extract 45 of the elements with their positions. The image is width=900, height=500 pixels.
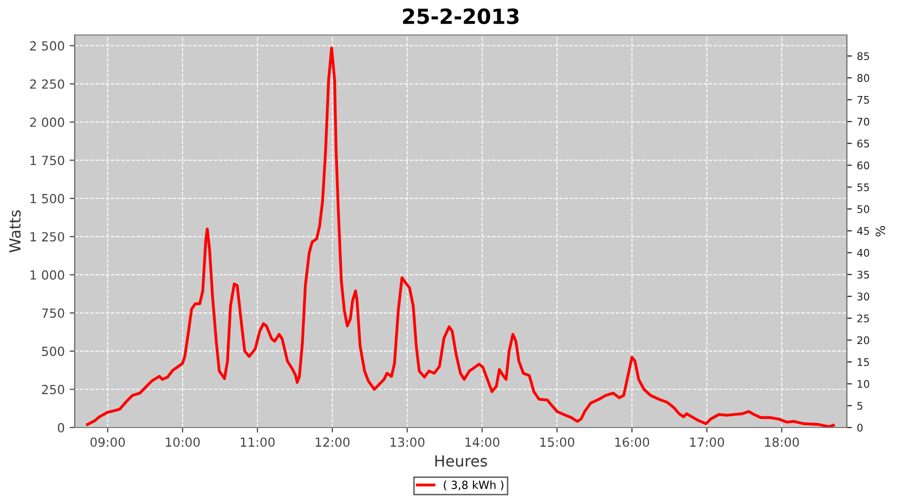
line-series [86,46,835,428]
y2-tick-label: 55 [857,183,869,192]
y-tick-label: 1 500 [30,194,64,204]
y-tick-label: 0 [58,422,64,432]
y2-tick-label: 85 [857,52,869,60]
y2-tick-label: 30 [857,292,870,300]
y-tick-label: 750 [42,308,64,318]
y2-tick-label: 20 [857,336,870,344]
y-tick-label: 2 000 [30,118,64,127]
y2-tick-label: 65 [857,140,869,148]
x-tick-label: 18:00 [765,437,799,447]
x-tick-label: 17:00 [690,437,724,447]
y2-axis-title: % [876,226,886,236]
y2-tick-label: 10 [858,380,870,388]
y2-tick-label: 40 [857,248,870,257]
legend-label: ( 3,8 kWh ) [444,480,504,490]
y2-tick-label: 5 [857,402,862,410]
y2-tick-label: 80 [857,74,870,82]
y2-tick-label: 15 [858,358,869,366]
y2-tick-label: 70 [857,118,870,126]
x-tick-label: 12:00 [316,437,350,447]
x-tick-label: 16:00 [615,437,650,447]
x-axis-title: Heures [435,455,487,467]
x-tick-label: 11:00 [240,437,275,447]
y2-tick-label: 35 [857,270,869,279]
x-tick-label: 10:00 [166,437,200,447]
y2-tick-label: 25 [857,314,869,322]
x-tick-label: 09:00 [90,437,125,447]
y-tick-label: 2 250 [30,79,64,89]
y2-tick-label: 0 [857,424,863,432]
x-tick-label: 14:00 [466,437,500,447]
y-tick-label: 2 500 [30,41,64,51]
y-tick-label: 1 750 [30,156,64,166]
y-tick-label: 1 250 [30,232,64,242]
y-tick-label: 1 000 [30,270,64,280]
y2-tick-label: 50 [857,205,870,214]
x-tick-label: 13:00 [390,437,424,447]
y2-tick-label: 45 [857,227,869,235]
y2-tick-label: 60 [857,161,870,170]
y-axis-title: Watts [9,210,21,252]
chart-title: 25-2-2013 [403,8,519,24]
y2-tick-label: 75 [857,96,869,104]
y-tick-label: 250 [42,384,64,394]
y-tick-label: 500 [42,346,64,356]
x-tick-label: 15:00 [540,437,574,447]
